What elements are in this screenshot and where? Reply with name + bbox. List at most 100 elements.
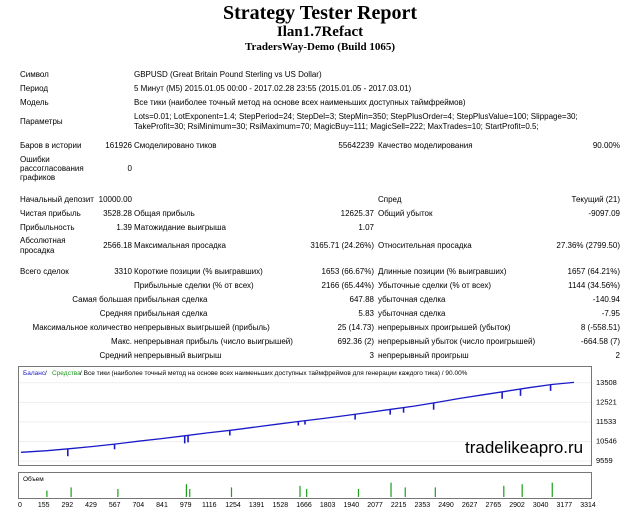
- legend-description: / Все тики (наиболее точный метод на осн…: [80, 369, 468, 377]
- avg-cons-wins-value: 3: [369, 351, 374, 360]
- profit-trades-value: 2166 (65.44%): [321, 281, 374, 290]
- x-tick-label: 1803: [320, 502, 336, 509]
- max-cons-loss-label: непрерывный убыток (число проигрышей): [378, 337, 536, 346]
- y-tick-label: 10546: [596, 436, 617, 445]
- volume-bar: [185, 484, 187, 497]
- expected-payoff-label: Матожидание выигрыша: [134, 223, 226, 232]
- max-cons-losses-value: 8 (-558.51): [580, 323, 620, 332]
- max-count-label: Максимальное количество: [32, 323, 132, 332]
- model-value: Все тики (наиболее точный метод на основ…: [134, 98, 466, 107]
- balance-series-line: [20, 381, 575, 453]
- x-tick-label: 3314: [580, 502, 596, 509]
- largest-profit-value: 647.88: [349, 295, 374, 304]
- net-profit-value: 3528.28: [103, 209, 132, 218]
- x-tick-label: 292: [61, 502, 73, 509]
- average-loss-label: убыточная сделка: [378, 309, 446, 318]
- period-value: 5 Минут (M5) 2015.01.05 00:00 - 2017.02.…: [134, 84, 412, 93]
- x-tick-label: 2077: [367, 502, 383, 509]
- params-label: Параметры: [20, 117, 63, 126]
- volume-bar: [434, 487, 436, 497]
- gross-profit-label: Общая прибыль: [134, 209, 195, 218]
- model-label: Модель: [20, 98, 49, 107]
- params-line-2: TakeProfit=30; RsiMinimum=30; RsiMaximum…: [134, 122, 539, 131]
- rel-drawdown-value: 27.36% (2799.50): [556, 241, 620, 250]
- x-tick-label: 704: [132, 502, 144, 509]
- x-tick-label: 2627: [462, 502, 478, 509]
- max-cons-loss-value: -664.58 (7): [580, 337, 620, 346]
- y-axis: 13508 12521 11533 10546 9559: [596, 378, 617, 465]
- x-tick-label: 1254: [225, 502, 241, 509]
- abs-drawdown-label-1: Абсолютная: [20, 236, 66, 245]
- x-tick-label: 2902: [509, 502, 525, 509]
- total-trades-label: Всего сделок: [20, 267, 69, 276]
- gross-loss-label: Общий убыток: [378, 209, 433, 218]
- x-tick-label: 841: [156, 502, 168, 509]
- largest-label: Самая большая: [72, 295, 132, 304]
- x-tick-label: 429: [85, 502, 97, 509]
- y-tick-label: 12521: [596, 397, 617, 406]
- average-profit-label: прибыльная сделка: [134, 309, 208, 318]
- avg-label: Средний: [99, 351, 132, 360]
- balance-chart-svg: Баланс / Средства / Все тики (наиболее т…: [19, 369, 591, 462]
- abs-drawdown-label-2: просадка: [20, 246, 55, 255]
- rel-drawdown-label: Относительная просадка: [378, 241, 472, 250]
- max-drawdown-value: 3165.71 (24.26%): [310, 241, 374, 250]
- volume-bar: [189, 489, 191, 497]
- x-tick-label: 979: [180, 502, 192, 509]
- x-tick-label: 1391: [249, 502, 265, 509]
- x-tick-label: 155: [38, 502, 50, 509]
- profit-factor-label: Прибыльность: [20, 223, 75, 232]
- symbol-value: GBPUSD (Great Britain Pound Sterling vs …: [134, 70, 322, 79]
- max-cons-wins-value: 25 (14.73): [337, 323, 374, 332]
- volume-bar: [404, 487, 406, 497]
- errors-label-2: рассогласования: [20, 164, 84, 173]
- legend-equity: Средства: [52, 370, 81, 377]
- deposit-value: 10000.00: [98, 195, 132, 204]
- bars-label: Баров в истории: [20, 141, 82, 150]
- avg-cons-wins-label: непрерывный выигрыш: [134, 351, 222, 360]
- x-tick-label: 3040: [533, 502, 549, 509]
- x-tick-label: 2215: [391, 502, 407, 509]
- ea-name: Ilan1.7Refact: [276, 24, 364, 40]
- spread-value: Текущий (21): [571, 195, 620, 204]
- max-label: Макс.: [110, 337, 132, 346]
- params-line-1: Lots=0.01; LotExponent=1.4; StepPeriod=2…: [134, 112, 578, 121]
- profit-factor-value: 1.39: [116, 223, 132, 232]
- x-tick-label: 1116: [202, 502, 217, 509]
- x-tick-label: 567: [109, 502, 121, 509]
- volume-bar: [230, 487, 233, 497]
- errors-label-1: Ошибки: [20, 155, 50, 164]
- volume-bar: [357, 489, 360, 497]
- long-positions-value: 1657 (64.21%): [567, 267, 620, 276]
- avg-cons-losses-label: непрерывный проигрыш: [378, 351, 469, 360]
- long-positions-label: Длинные позиции (% выигравших): [378, 267, 507, 276]
- max-cons-profit-value: 692.36 (2): [337, 337, 374, 346]
- volume-bar: [117, 489, 119, 497]
- abs-drawdown-value: 2566.18: [103, 241, 132, 250]
- volume-bar: [390, 482, 392, 497]
- short-positions-value: 1653 (66.67%): [321, 267, 374, 276]
- x-tick-label: 1666: [296, 502, 312, 509]
- volume-bar: [306, 489, 308, 497]
- legend-sep: /: [45, 370, 47, 377]
- errors-label-3: графиков: [20, 173, 56, 182]
- symbol-label: Символ: [20, 70, 49, 79]
- loss-trades-value: 1144 (34.56%): [568, 281, 620, 290]
- volume-bar: [503, 485, 505, 497]
- quality-label: Качество моделирования: [378, 141, 473, 150]
- largest-loss-label: убыточная сделка: [378, 295, 446, 304]
- x-tick-label: 2765: [486, 502, 502, 509]
- server-name: TradersWay-Demo (Build 1065): [244, 41, 396, 53]
- x-tick-label: 1528: [273, 502, 289, 509]
- ticks-label: Смоделировано тиков: [134, 141, 217, 150]
- volume-chart-svg: Объем: [23, 475, 553, 497]
- max-cons-profit-label: непрерывная прибыль (число выигрышей): [134, 337, 293, 346]
- net-profit-label: Чистая прибыль: [20, 209, 81, 218]
- y-tick-label: 11533: [596, 417, 616, 426]
- x-tick-label: 1940: [344, 502, 360, 509]
- x-tick-label: 2353: [415, 502, 431, 509]
- volume-bar: [551, 482, 553, 497]
- average-label: Средняя: [99, 309, 132, 318]
- profit-trades-label: Прибыльные сделки (% от всех): [134, 281, 254, 290]
- gross-profit-value: 12625.37: [340, 209, 374, 218]
